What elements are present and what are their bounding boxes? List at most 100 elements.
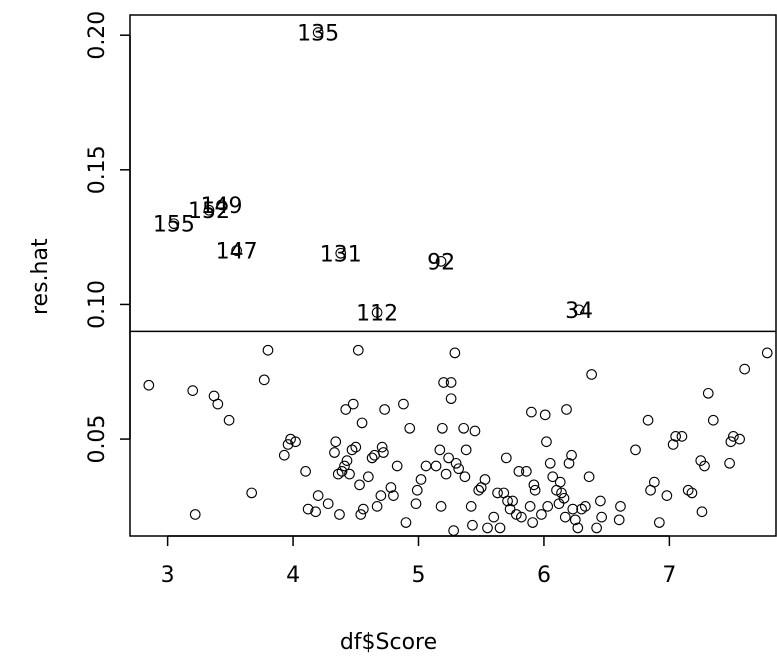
data-point — [702, 387, 714, 399]
data-point — [339, 460, 350, 472]
data-point — [541, 436, 552, 448]
data-point — [473, 484, 485, 496]
data-point — [528, 479, 540, 491]
data-point — [143, 379, 155, 391]
y-axis-title: res.hat — [28, 238, 53, 315]
data-point — [734, 433, 745, 445]
y-axis: 0.05 0.10 0.15 0.20 — [85, 11, 131, 464]
data-point — [670, 431, 682, 442]
point-label: 34 — [565, 299, 593, 324]
data-point — [595, 495, 606, 507]
x-tick-label: 3 — [161, 563, 175, 588]
labeled-point — [231, 245, 242, 256]
data-point — [356, 417, 368, 429]
data-point — [707, 414, 719, 426]
data-point — [450, 457, 462, 469]
x-axis: 3 4 5 6 7 — [161, 535, 676, 588]
data-point — [507, 495, 518, 507]
data-point — [554, 476, 566, 488]
data-point — [527, 517, 539, 528]
data-point — [357, 503, 369, 515]
data-point — [379, 404, 390, 415]
data-point — [479, 474, 491, 485]
data-point — [695, 455, 707, 466]
data-point — [410, 498, 422, 510]
data-point — [502, 495, 513, 507]
data-point — [375, 490, 387, 501]
data-point — [366, 452, 378, 464]
data-point — [482, 522, 493, 534]
data-point — [653, 517, 665, 528]
data-point — [445, 393, 457, 405]
labeled-point — [216, 199, 227, 211]
plot-frame — [129, 14, 777, 537]
data-point — [344, 468, 355, 480]
data-point — [539, 409, 551, 421]
point-label: 147 — [216, 240, 258, 265]
data-point — [467, 519, 478, 531]
data-point — [569, 514, 581, 526]
labeled-point — [168, 218, 180, 230]
data-point — [469, 425, 481, 437]
data-point — [586, 369, 597, 380]
data-point — [696, 506, 708, 518]
data-point — [388, 490, 399, 501]
data-point — [526, 406, 537, 418]
y-tick-label: 0.15 — [85, 145, 110, 194]
data-point — [336, 466, 348, 477]
labeled-point — [203, 204, 215, 216]
data-point — [347, 398, 359, 410]
point-label: 152 — [188, 199, 230, 224]
data-point — [615, 501, 626, 512]
data-point — [521, 466, 532, 477]
data-point — [341, 455, 353, 466]
data-point — [262, 344, 274, 356]
data-point — [369, 449, 380, 461]
data-point — [246, 487, 258, 499]
data-point — [354, 479, 365, 491]
data-point — [724, 457, 735, 469]
data-point — [430, 460, 442, 472]
data-point — [513, 466, 525, 477]
data-point — [494, 522, 506, 534]
data-point — [415, 474, 427, 485]
data-point — [330, 436, 342, 448]
data-point — [302, 503, 314, 515]
data-point — [378, 447, 389, 458]
data-point — [258, 374, 270, 386]
data-point — [699, 460, 710, 472]
point-label: 155 — [153, 213, 195, 238]
data-point — [642, 414, 654, 426]
labeled-point — [371, 307, 383, 318]
labeled-point — [435, 256, 447, 267]
data-point — [553, 498, 565, 510]
data-point — [500, 452, 512, 464]
labeled-point — [335, 247, 347, 259]
y-tick-label: 0.05 — [85, 415, 110, 464]
point-label: 131 — [320, 242, 362, 267]
data-point — [445, 377, 457, 388]
data-point — [404, 422, 416, 434]
data-point — [420, 460, 432, 472]
data-point — [572, 522, 584, 534]
x-tick-label: 4 — [286, 563, 300, 588]
data-point — [559, 511, 571, 523]
data-point — [613, 514, 625, 526]
data-point — [434, 444, 446, 456]
data-point — [686, 487, 698, 499]
data-point — [460, 444, 472, 456]
point-label: 112 — [356, 302, 398, 327]
data-point — [536, 509, 547, 520]
data-point — [567, 503, 579, 515]
data-point — [350, 441, 362, 453]
data-point — [510, 509, 522, 520]
data-point — [322, 498, 334, 510]
data-point — [440, 468, 452, 480]
data-point — [435, 501, 447, 512]
point-label: 135 — [297, 22, 339, 47]
data-point — [544, 457, 556, 469]
data-point — [400, 517, 412, 528]
data-point — [547, 471, 559, 483]
data-point — [596, 511, 607, 523]
